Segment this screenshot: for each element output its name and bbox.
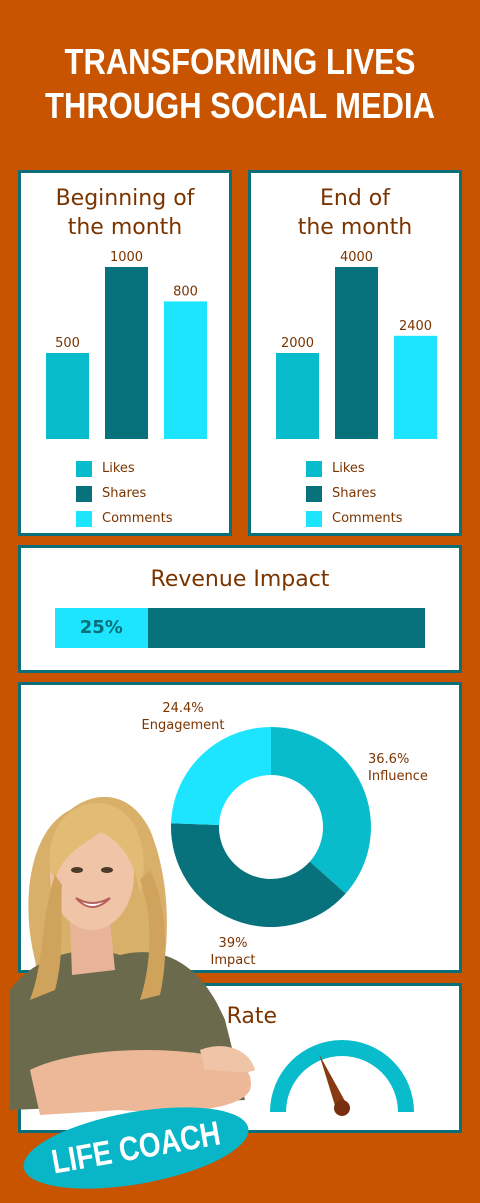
hair-side <box>140 870 166 1000</box>
beginning-bar-chart: 500 1000 800 <box>46 250 207 439</box>
gauge-arc <box>270 1040 414 1112</box>
slice-name-label: Impact <box>211 953 256 968</box>
hair-left <box>30 875 62 1000</box>
end-month-panel: End of the month 2000 4000 2400 Likes Shar… <box>248 170 462 536</box>
legend-label-likes: Likes <box>332 461 365 476</box>
legend-label-shares: Shares <box>102 486 147 501</box>
revenue-percent-label: 25% <box>79 617 123 638</box>
bar-shares <box>335 267 378 439</box>
life-coach-portrait <box>10 796 255 1115</box>
left-eye <box>71 867 83 873</box>
bar-likes <box>46 353 89 439</box>
bar-comments <box>164 301 207 439</box>
legend-item-shares: Shares <box>76 481 172 506</box>
neck <box>70 920 115 975</box>
legend-item-likes: Likes <box>76 456 172 481</box>
donut-chart: 36.6% Influence 39% Impact 24.4% Engagement <box>142 701 428 968</box>
crossed-arms <box>30 1050 251 1115</box>
slice-percent-label: 36.6% <box>368 752 409 767</box>
legend-label-comments: Comments <box>332 511 403 526</box>
gauge-hub <box>334 1100 350 1116</box>
bar-value-label: 4000 <box>340 250 373 265</box>
revenue-progress-fill <box>55 608 148 648</box>
bar-value-label: 800 <box>173 284 198 299</box>
legend-item-shares: Shares <box>306 481 402 506</box>
growth-gauge <box>270 1040 414 1116</box>
beginning-legend: Likes Shares Comments <box>76 456 172 531</box>
revenue-impact-panel: Revenue Impact 25% <box>18 545 462 673</box>
gauge-needle <box>319 1054 348 1111</box>
title-line-1: TRANSFORMING LIVES <box>64 41 416 82</box>
end-month-title: End of the month <box>251 184 459 242</box>
smile <box>75 897 111 908</box>
legend-label-comments: Comments <box>102 511 173 526</box>
legend-item-comments: Comments <box>76 506 172 531</box>
beginning-title-line-2: the month <box>67 215 183 240</box>
bar-value-label: 2000 <box>281 336 314 351</box>
end-title-line-2: the month <box>297 215 413 240</box>
likes-swatch <box>306 460 322 477</box>
bar-value-label: 500 <box>55 336 80 351</box>
end-bar-chart: 2000 4000 2400 <box>276 250 437 439</box>
comments-swatch <box>76 510 92 527</box>
bar-likes <box>276 353 319 439</box>
legend-label-shares: Shares <box>332 486 377 501</box>
comments-swatch <box>306 510 322 527</box>
slice-percent-label: 39% <box>219 936 248 951</box>
slice-percent-label: 24.4% <box>162 701 203 716</box>
beginning-month-title: Beginning of the month <box>21 184 229 242</box>
hand <box>200 1046 255 1073</box>
donut-slice-influence <box>271 727 371 894</box>
shares-swatch <box>306 485 322 502</box>
bar-shares <box>105 267 148 439</box>
title-line-2: THROUGH SOCIAL MEDIA <box>45 85 435 126</box>
hair-front <box>49 803 144 895</box>
donut-slice-impact <box>171 823 346 927</box>
donut-slice-engagement <box>171 727 271 826</box>
likes-swatch <box>76 460 92 477</box>
legend-item-likes: Likes <box>306 456 402 481</box>
slice-name-label: Engagement <box>142 718 225 733</box>
right-eye <box>101 867 113 873</box>
legend-item-comments: Comments <box>306 506 402 531</box>
bar-comments <box>394 335 437 439</box>
revenue-progress-bar: 25% <box>55 608 425 648</box>
page-title: TRANSFORMING LIVES THROUGH SOCIAL MEDIA <box>34 40 447 128</box>
beginning-title-line-1: Beginning of <box>55 186 195 211</box>
revenue-impact-title: Revenue Impact <box>150 567 330 592</box>
slice-name-label: Influence <box>368 769 428 784</box>
bar-value-label: 2400 <box>399 319 432 334</box>
shares-swatch <box>76 485 92 502</box>
legend-label-likes: Likes <box>102 461 135 476</box>
end-legend: Likes Shares Comments <box>306 456 402 531</box>
bar-value-label: 1000 <box>110 250 143 265</box>
beginning-month-panel: Beginning of the month 500 1000 800 Likes … <box>18 170 232 536</box>
end-title-line-1: End of <box>319 186 390 211</box>
